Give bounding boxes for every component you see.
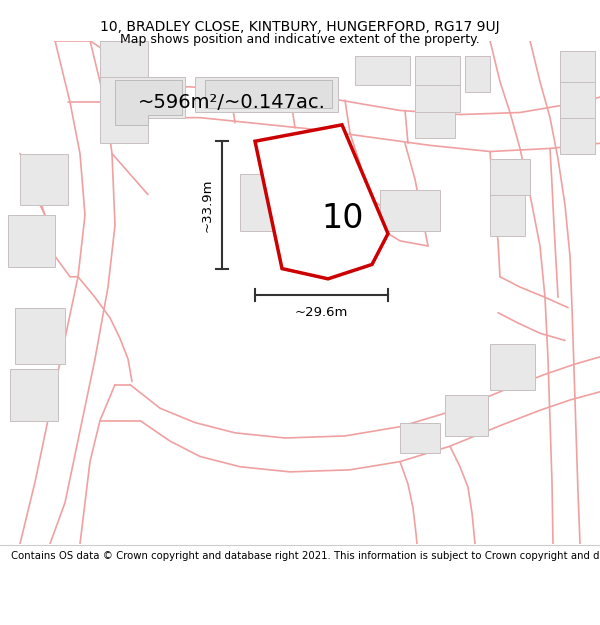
Polygon shape [380,189,440,231]
Polygon shape [115,79,182,125]
Polygon shape [10,369,58,421]
Text: ~29.6m: ~29.6m [295,306,348,319]
Polygon shape [560,51,595,82]
Text: 10: 10 [322,202,364,235]
Polygon shape [490,159,530,194]
Text: ~33.9m: ~33.9m [201,178,214,232]
Polygon shape [8,215,55,266]
Polygon shape [100,41,148,76]
Polygon shape [355,56,410,85]
Polygon shape [15,308,65,364]
Polygon shape [400,422,440,453]
Polygon shape [205,79,332,108]
Polygon shape [415,56,460,85]
Polygon shape [240,174,305,231]
Polygon shape [560,82,595,118]
Text: 10, BRADLEY CLOSE, KINTBURY, HUNGERFORD, RG17 9UJ: 10, BRADLEY CLOSE, KINTBURY, HUNGERFORD,… [100,20,500,34]
Polygon shape [490,194,525,236]
Text: ~596m²/~0.147ac.: ~596m²/~0.147ac. [138,94,326,112]
Polygon shape [255,125,388,279]
Polygon shape [20,154,68,205]
Polygon shape [415,112,455,138]
Polygon shape [100,76,185,143]
Polygon shape [415,85,460,112]
Polygon shape [445,395,488,436]
Polygon shape [465,56,490,92]
Polygon shape [490,344,535,390]
Polygon shape [560,118,595,154]
Text: Map shows position and indicative extent of the property.: Map shows position and indicative extent… [120,33,480,46]
Polygon shape [195,76,338,112]
Text: Contains OS data © Crown copyright and database right 2021. This information is : Contains OS data © Crown copyright and d… [11,551,600,561]
